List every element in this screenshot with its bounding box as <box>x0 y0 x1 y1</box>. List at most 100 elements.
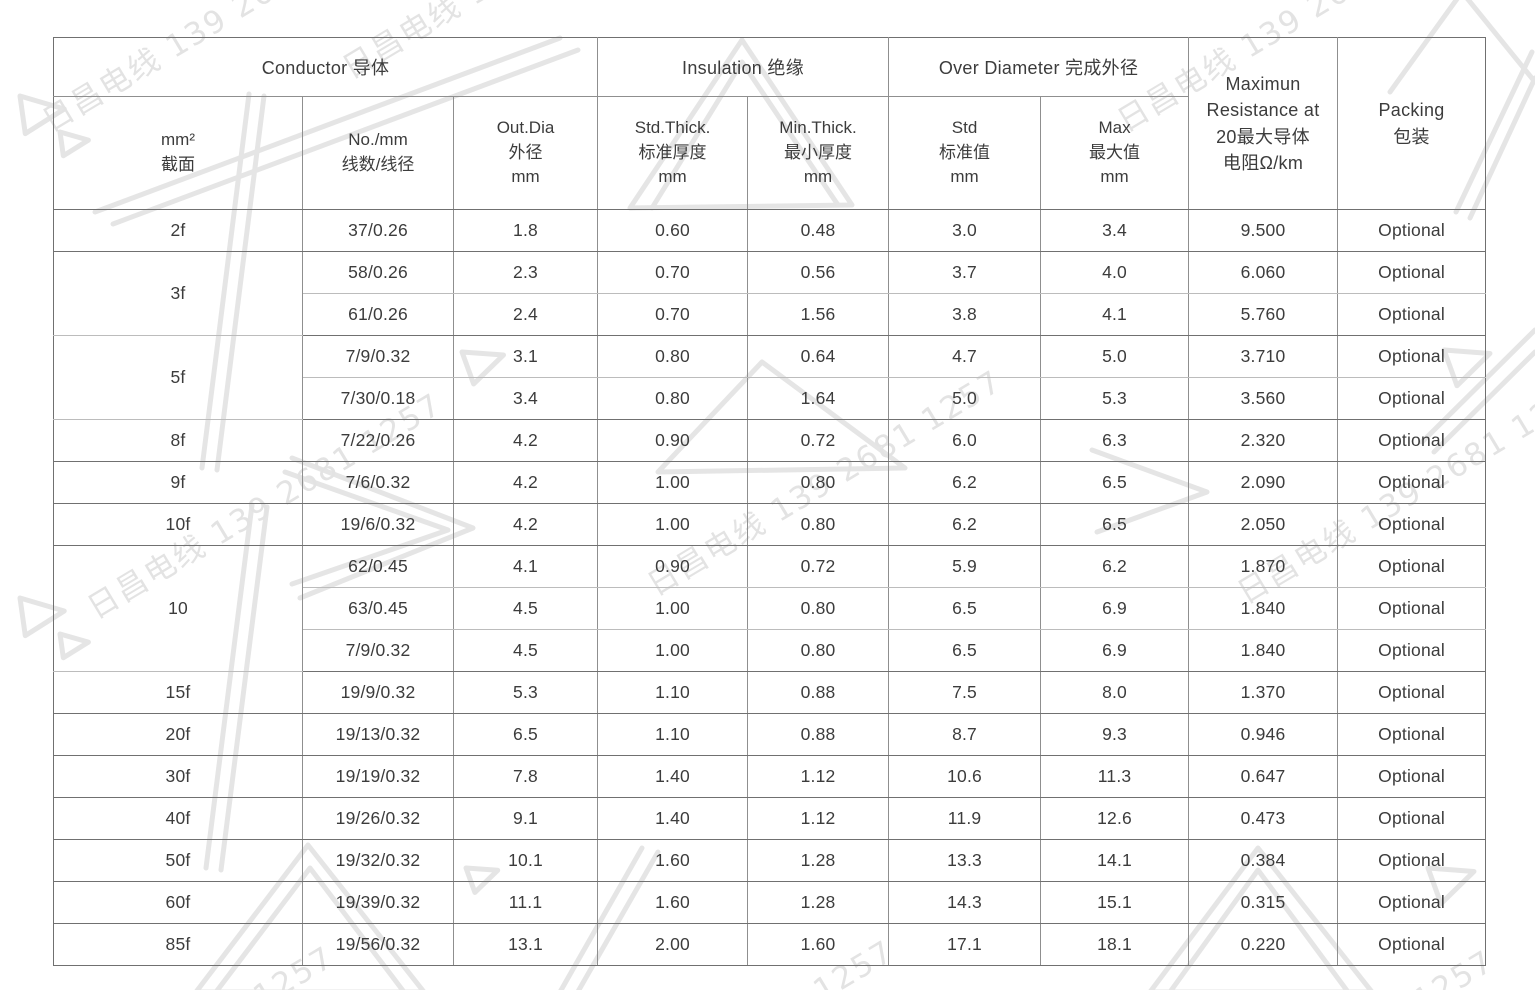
cell-od-max: 18.1 <box>1040 923 1190 966</box>
cell-out-dia: 4.2 <box>452 419 599 462</box>
cell-out-dia: 2.4 <box>452 293 599 336</box>
subheader-out-dia: Out.Dia 外径 mm <box>452 96 599 210</box>
cell-max-resistance: 0.220 <box>1188 923 1339 966</box>
table-row: 9f 7/6/0.32 4.2 1.00 0.80 6.2 6.5 2.090 Optional <box>53 461 1487 504</box>
cell-min-thick: 1.12 <box>747 755 890 798</box>
cell-min-thick: 0.72 <box>747 545 890 588</box>
cell-max-resistance: 2.090 <box>1188 461 1339 504</box>
table-row: 30f 19/19/0.32 7.8 1.40 1.12 10.6 11.3 0.647 Opt… <box>53 755 1487 798</box>
header-insulation-group: Insulation 绝缘 <box>597 37 890 97</box>
cell-min-thick: 0.88 <box>747 713 890 756</box>
cell-packing: Optional <box>1337 671 1487 714</box>
cell-no-per-mm: 7/9/0.32 <box>302 335 454 378</box>
cell-std-thick: 1.60 <box>597 881 749 924</box>
cell-size: 15f <box>53 671 303 714</box>
subheader-std-thick: Std.Thick. 标准厚度 mm <box>597 96 749 210</box>
cell-std-thick: 2.00 <box>597 923 749 966</box>
cell-od-std: 6.5 <box>888 587 1042 630</box>
cell-no-per-mm: 19/26/0.32 <box>302 797 454 840</box>
cell-std-thick: 1.10 <box>597 713 749 756</box>
cell-od-max: 6.2 <box>1040 545 1190 588</box>
cell-size: 2f <box>53 209 303 252</box>
cell-max-resistance: 9.500 <box>1188 209 1339 252</box>
cell-od-max: 6.5 <box>1040 461 1190 504</box>
header-max-resistance: Maximun Resistance at 20最大导体 电阻Ω/km <box>1188 37 1339 210</box>
cell-od-std: 5.9 <box>888 545 1042 588</box>
cell-size: 30f <box>53 755 303 798</box>
cell-packing: Optional <box>1337 629 1487 672</box>
cell-size: 40f <box>53 797 303 840</box>
cell-od-max: 6.9 <box>1040 629 1190 672</box>
cell-no-per-mm: 37/0.26 <box>302 209 454 252</box>
cell-od-max: 5.0 <box>1040 335 1190 378</box>
cell-packing: Optional <box>1337 713 1487 756</box>
cell-od-max: 8.0 <box>1040 671 1190 714</box>
cell-out-dia: 9.1 <box>452 797 599 840</box>
cell-no-per-mm: 19/56/0.32 <box>302 923 454 966</box>
cell-packing: Optional <box>1337 587 1487 630</box>
cell-od-std: 3.0 <box>888 209 1042 252</box>
subheader-no-per-mm: No./mm 线数/线径 <box>302 96 454 210</box>
cell-od-std: 4.7 <box>888 335 1042 378</box>
cell-std-thick: 0.80 <box>597 335 749 378</box>
table-row: 20f 19/13/0.32 6.5 1.10 0.88 8.7 9.3 0.946 Optio… <box>53 713 1487 756</box>
cell-packing: Optional <box>1337 293 1487 336</box>
cell-std-thick: 0.80 <box>597 377 749 420</box>
cell-od-std: 10.6 <box>888 755 1042 798</box>
cell-no-per-mm: 7/9/0.32 <box>302 629 454 672</box>
cell-max-resistance: 6.060 <box>1188 251 1339 294</box>
cell-packing: Optional <box>1337 419 1487 462</box>
cell-packing: Optional <box>1337 881 1487 924</box>
cell-size: 20f <box>53 713 303 756</box>
cell-max-resistance: 1.370 <box>1188 671 1339 714</box>
cell-std-thick: 1.10 <box>597 671 749 714</box>
cell-od-max: 9.3 <box>1040 713 1190 756</box>
cell-no-per-mm: 19/39/0.32 <box>302 881 454 924</box>
cell-od-std: 11.9 <box>888 797 1042 840</box>
cell-min-thick: 1.28 <box>747 881 890 924</box>
cell-od-max: 6.3 <box>1040 419 1190 462</box>
cell-od-std: 17.1 <box>888 923 1042 966</box>
cell-no-per-mm: 19/19/0.32 <box>302 755 454 798</box>
cell-no-per-mm: 61/0.26 <box>302 293 454 336</box>
table-row: 15f 19/9/0.32 5.3 1.10 0.88 7.5 8.0 1.370 Option… <box>53 671 1487 714</box>
cell-od-std: 6.2 <box>888 503 1042 546</box>
cell-std-thick: 1.00 <box>597 629 749 672</box>
cell-od-max: 3.4 <box>1040 209 1190 252</box>
header-over-diameter-group: Over Diameter 完成外径 <box>888 37 1190 97</box>
table-row: 40f 19/26/0.32 9.1 1.40 1.12 11.9 12.6 0.473 Opt… <box>53 797 1487 840</box>
cell-no-per-mm: 7/6/0.32 <box>302 461 454 504</box>
header-conductor-group: Conductor 导体 <box>52 37 599 97</box>
cell-out-dia: 4.5 <box>452 629 599 672</box>
cell-min-thick: 1.60 <box>747 923 890 966</box>
cell-size: 5f <box>53 335 303 420</box>
table-row: 10 62/0.45 4.1 0.90 0.72 5.9 6.2 1.870 Optional <box>53 545 1487 672</box>
cell-no-per-mm: 62/0.45 <box>302 545 454 588</box>
cell-size: 85f <box>53 923 303 966</box>
cell-packing: Optional <box>1337 209 1487 252</box>
cell-packing: Optional <box>1337 839 1487 882</box>
table-row: 7/9/0.32 4.5 1.00 0.80 6.5 6.9 1.840 Optional <box>54 629 1487 672</box>
cell-max-resistance: 0.473 <box>1188 797 1339 840</box>
cell-min-thick: 0.56 <box>747 251 890 294</box>
cell-no-per-mm: 19/32/0.32 <box>302 839 454 882</box>
cell-size: 60f <box>53 881 303 924</box>
table-row: 10f 19/6/0.32 4.2 1.00 0.80 6.2 6.5 2.050 Option… <box>53 503 1487 546</box>
cell-od-max: 4.1 <box>1040 293 1190 336</box>
cell-od-std: 3.7 <box>888 251 1042 294</box>
table-row: 3f 58/0.26 2.3 0.70 0.56 3.7 4.0 6.060 Optional <box>53 251 1487 336</box>
table-row: 50f 19/32/0.32 10.1 1.60 1.28 13.3 14.1 0.384 Op… <box>53 839 1487 882</box>
cell-size: 10 <box>53 545 303 672</box>
cell-min-thick: 0.88 <box>747 671 890 714</box>
cell-od-std: 6.2 <box>888 461 1042 504</box>
cell-out-dia: 1.8 <box>452 209 599 252</box>
cell-out-dia: 4.5 <box>452 587 599 630</box>
cell-min-thick: 1.56 <box>747 293 890 336</box>
table-row: 85f 19/56/0.32 13.1 2.00 1.60 17.1 18.1 0.220 Op… <box>53 923 1487 966</box>
cell-packing: Optional <box>1337 503 1487 546</box>
table-row: 60f 19/39/0.32 11.1 1.60 1.28 14.3 15.1 0.315 Op… <box>53 881 1487 924</box>
cell-od-std: 7.5 <box>888 671 1042 714</box>
cell-packing: Optional <box>1337 797 1487 840</box>
cell-od-max: 11.3 <box>1040 755 1190 798</box>
